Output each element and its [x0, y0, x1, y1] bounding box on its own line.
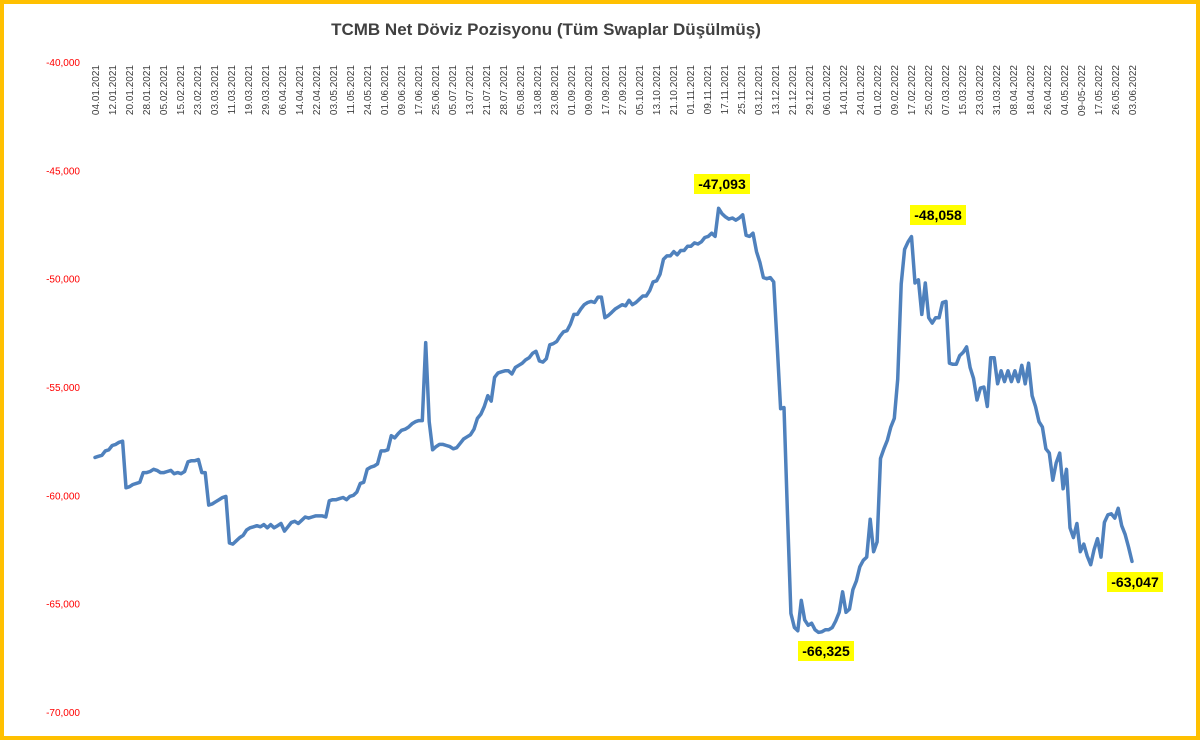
callout-box	[1107, 572, 1163, 592]
x-tick-label: 28.01.2021	[142, 65, 153, 115]
x-tick-label: 11.03.2021	[227, 65, 238, 115]
x-tick-label: 13.07.2021	[465, 65, 476, 115]
x-tick-label: 28.07.2021	[499, 65, 510, 115]
x-tick-label: 27.09.2021	[618, 65, 629, 115]
x-tick-label: 05.08.2021	[516, 65, 527, 115]
x-tick-label: 05.10.2021	[635, 65, 646, 115]
x-tick-label: 24.01.2022	[856, 65, 867, 115]
x-tick-label: 31.03.2022	[992, 65, 1003, 115]
x-tick-label: 03.03.2021	[210, 65, 221, 115]
x-tick-label: 09-05-2022	[1077, 65, 1088, 117]
x-tick-label: 01.02.2022	[873, 65, 884, 115]
x-tick-label: 19.03.2021	[244, 65, 255, 115]
y-tick-label: -50,000	[46, 275, 80, 286]
x-tick-label: 26.04.2022	[1043, 65, 1054, 115]
x-tick-label: 14.01.2022	[839, 65, 850, 115]
x-tick-label: 26.05.2022	[1111, 65, 1122, 115]
x-tick-label: 12.01.2021	[108, 65, 119, 115]
x-tick-label: 11.05.2021	[346, 65, 357, 115]
y-tick-label: -55,000	[46, 383, 80, 394]
x-tick-label: 03.05.2021	[329, 65, 340, 115]
x-tick-label: 15.02.2021	[176, 65, 187, 115]
x-tick-label: 25.11.2021	[737, 65, 748, 115]
x-tick-label: 29.12.2021	[805, 65, 816, 115]
x-tick-label: 17.09.2021	[601, 65, 612, 115]
x-tick-label: 21.07.2021	[482, 65, 493, 115]
callout-box	[694, 174, 750, 194]
y-tick-label: -70,000	[46, 708, 80, 719]
x-tick-label: 23.02.2021	[193, 65, 204, 115]
x-tick-label: 03.12.2021	[754, 65, 765, 115]
x-tick-label: 21.10.2021	[669, 65, 680, 115]
x-tick-label: 17.05.2022	[1094, 65, 1105, 115]
callout-label: -66,325	[802, 643, 850, 659]
x-tick-label: 25.02.2022	[924, 65, 935, 115]
x-tick-label: 14.04.2021	[295, 65, 306, 115]
x-tick-label: 03.06.2022	[1128, 65, 1139, 115]
x-tick-label: 23.03.2022	[975, 65, 986, 115]
x-tick-label: 09.09.2021	[584, 65, 595, 115]
x-tick-label: 17.02.2022	[907, 65, 918, 115]
callout-box	[910, 205, 966, 225]
callout-label: -48,058	[914, 207, 962, 223]
x-tick-label: 05.07.2021	[448, 65, 459, 115]
callout-box	[798, 641, 854, 661]
chart-title: TCMB Net Döviz Pozisyonu (Tüm Swaplar Dü…	[331, 20, 761, 39]
x-tick-label: 09.06.2021	[397, 65, 408, 115]
x-tick-label: 06.01.2022	[822, 65, 833, 115]
x-tick-label: 07.03.2022	[941, 65, 952, 115]
y-tick-label: -40,000	[46, 58, 80, 69]
x-tick-label: 15.03.2022	[958, 65, 969, 115]
x-tick-label: 08.04.2022	[1009, 65, 1020, 115]
x-tick-label: 21.12.2021	[788, 65, 799, 115]
x-tick-label: 06.04.2021	[278, 65, 289, 115]
y-tick-label: -65,000	[46, 600, 80, 611]
x-tick-label: 04.05.2022	[1060, 65, 1071, 115]
x-tick-label: 01.09.2021	[567, 65, 578, 115]
x-tick-label: 13.08.2021	[533, 65, 544, 115]
x-tick-label: 13.10.2021	[652, 65, 663, 115]
x-tick-label: 22.04.2021	[312, 65, 323, 115]
y-tick-label: -45,000	[46, 166, 80, 177]
x-tick-label: 09.02.2022	[890, 65, 901, 115]
x-tick-label: 18.04.2022	[1026, 65, 1037, 115]
callout-label: -63,047	[1111, 574, 1159, 590]
x-tick-label: 17.06.2021	[414, 65, 425, 115]
callout-label: -47,093	[698, 176, 746, 192]
series-line	[93, 206, 1134, 635]
x-tick-label: 20.01.2021	[125, 65, 136, 115]
x-tick-label: 09.11.2021	[703, 65, 714, 115]
x-tick-label: 13.12.2021	[771, 65, 782, 115]
x-tick-label: 04.01.2021	[91, 65, 102, 115]
x-tick-label: 01.06.2021	[380, 65, 391, 115]
x-tick-label: 17.11.2021	[720, 65, 731, 115]
x-tick-label: 05.02.2021	[159, 65, 170, 115]
x-tick-label: 24.05.2021	[363, 65, 374, 115]
x-tick-label: 25.06.2021	[431, 65, 442, 115]
x-tick-label: 23.08.2021	[550, 65, 561, 115]
x-tick-label: 01.11.2021	[686, 65, 697, 115]
x-tick-label: 29.03.2021	[261, 65, 272, 115]
y-tick-label: -60,000	[46, 491, 80, 502]
